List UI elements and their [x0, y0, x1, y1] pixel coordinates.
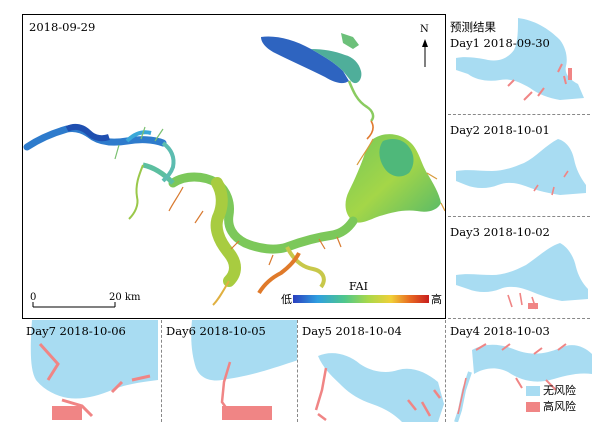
forecast-map-day6	[191, 320, 297, 420]
fai-colorbar	[293, 295, 429, 303]
forecast-panel-day4: Day4 2018-10-03 无风险 高风险	[446, 320, 592, 422]
reservoir-central-channel	[128, 162, 358, 306]
forecast-day1-label: Day1 2018-09-30	[450, 36, 550, 50]
forecast-day1-day: Day1	[450, 36, 480, 50]
fai-legend-title: FAI	[349, 280, 368, 293]
fai-map	[23, 33, 445, 308]
forecast-panel-day7: Day7 2018-10-06	[22, 320, 162, 422]
forecast-day7-date: 2018-10-06	[59, 324, 126, 338]
forecast-day2-day: Day2	[450, 123, 480, 137]
forecast-map-day3	[456, 243, 588, 310]
forecast-panel-day3: Day3 2018-10-02	[448, 217, 590, 319]
forecast-map-day2	[456, 139, 586, 196]
forecast-day5-day: Day5	[302, 324, 332, 338]
forecast-day6-date: 2018-10-05	[199, 324, 266, 338]
forecast-map-day5	[314, 353, 444, 422]
reservoir-northeast-arm	[261, 33, 375, 140]
forecast-map-day1	[456, 18, 584, 101]
forecast-day4-date: 2018-10-03	[483, 324, 550, 338]
fai-legend-high: 高	[431, 293, 442, 306]
scale-bar	[32, 302, 116, 308]
reservoir-east-lake	[344, 134, 445, 228]
forecast-day6-label: Day6 2018-10-05	[166, 324, 266, 338]
forecast-day3-date: 2018-10-02	[483, 225, 550, 239]
forecast-map-day7	[30, 320, 158, 420]
fai-legend-low: 低	[281, 293, 292, 306]
north-label: N	[420, 24, 429, 35]
forecast-day2-label: Day2 2018-10-01	[450, 123, 550, 137]
forecast-day4-label: Day4 2018-10-03	[450, 324, 550, 338]
forecast-day7-label: Day7 2018-10-06	[26, 324, 126, 338]
forecast-panel-day5: Day5 2018-10-04	[298, 320, 446, 422]
scale-end-label: 20 km	[109, 292, 141, 303]
forecast-panel-day6: Day6 2018-10-05	[162, 320, 298, 422]
scale-start-label: 0	[30, 292, 37, 303]
main-map-panel: 2018-09-29 N 0 20 km FAI 低 高	[22, 14, 446, 319]
high-risk-swatch	[526, 402, 540, 412]
forecast-day1-date: 2018-09-30	[483, 36, 550, 50]
high-risk-legend-label: 高风险	[543, 400, 576, 413]
reservoir-west-arm	[23, 123, 176, 183]
forecast-day3-label: Day3 2018-10-02	[450, 225, 550, 239]
forecast-day4-day: Day4	[450, 324, 480, 338]
main-map-date: 2018-09-29	[29, 20, 96, 34]
forecast-panel-day1: 预测结果 Day1 2018-09-30	[448, 14, 590, 115]
no-risk-swatch	[526, 386, 540, 396]
no-risk-legend-label: 无风险	[543, 384, 576, 397]
forecast-map-day4	[454, 343, 592, 422]
forecast-day5-date: 2018-10-04	[335, 324, 402, 338]
prediction-title: 预测结果	[450, 20, 496, 34]
forecast-day6-day: Day6	[166, 324, 196, 338]
forecast-day3-day: Day3	[450, 225, 480, 239]
forecast-day7-day: Day7	[26, 324, 56, 338]
forecast-panel-day2: Day2 2018-10-01	[448, 115, 590, 217]
forecast-day2-date: 2018-10-01	[483, 123, 550, 137]
forecast-day5-label: Day5 2018-10-04	[302, 324, 402, 338]
north-arrow	[422, 39, 428, 67]
